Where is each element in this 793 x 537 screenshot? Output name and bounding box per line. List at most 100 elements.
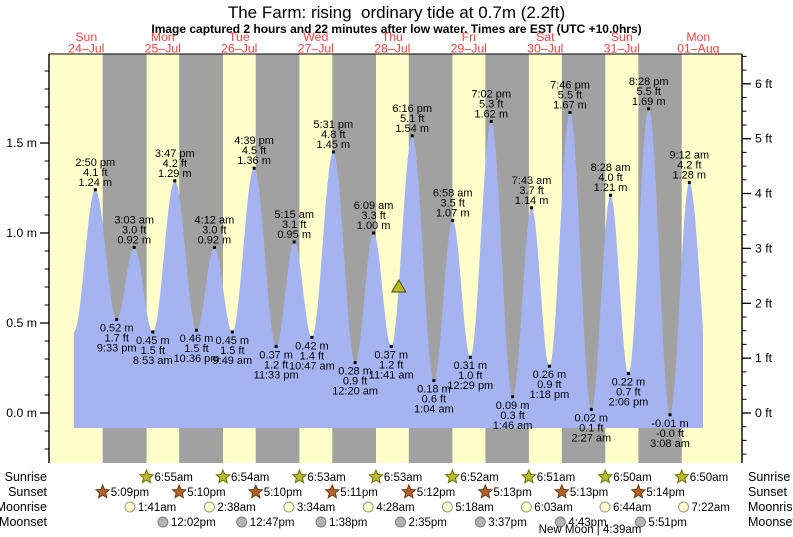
tide-event-label-line: 0.46 m bbox=[180, 333, 214, 345]
tide-event-label-line: 0.6 ft bbox=[422, 394, 446, 406]
tide-event-dot bbox=[547, 364, 551, 368]
tide-event-label-line: 3.5 ft bbox=[440, 197, 464, 209]
current-tide-marker bbox=[390, 279, 407, 293]
day-label-weekday: Fri bbox=[462, 30, 476, 44]
tide-event-label-line: 4.2 ft bbox=[163, 158, 187, 170]
tide-event-label-line: 5:15 am bbox=[274, 209, 314, 221]
moonset-time: 1:38pm bbox=[329, 517, 367, 529]
tide-event-dot bbox=[331, 150, 335, 154]
tide-event-label-line: 1.24 m bbox=[78, 177, 112, 189]
moonset-icon bbox=[315, 516, 327, 528]
sunrise-icon bbox=[673, 468, 690, 484]
tide-event-dot bbox=[432, 379, 436, 383]
sunset-icon bbox=[477, 483, 494, 499]
tide-event-label-line: 4.1 ft bbox=[83, 167, 107, 179]
tide-event-dot bbox=[489, 119, 493, 123]
tide-event-label-line: 9:49 am bbox=[212, 355, 252, 367]
right-axis-tick-label: 0 ft bbox=[755, 406, 773, 420]
tide-event-dot bbox=[252, 166, 256, 170]
tide-event-label-line: 0.22 m bbox=[612, 376, 646, 388]
tide-event-dot bbox=[274, 344, 278, 348]
moonrise-icon bbox=[441, 501, 453, 513]
tide-event-label: 0.52 m1.7 ft9:33 pm bbox=[97, 322, 137, 354]
moonset-time: 3:37pm bbox=[488, 517, 526, 529]
day-label-date: 27–Jul bbox=[298, 42, 334, 56]
moonset-time: 5:51pm bbox=[648, 517, 686, 529]
tide-event-label: 5:15 am3.1 ft0.95 m bbox=[274, 209, 314, 241]
tide-event-label-line: 3.1 ft bbox=[282, 219, 306, 231]
sunrise-icon bbox=[368, 468, 384, 484]
right-axis-tick-label: 6 ft bbox=[755, 77, 773, 91]
tide-event-label: 0.18 m0.6 ft1:04 am bbox=[414, 384, 454, 416]
tide-event-dot bbox=[310, 335, 314, 339]
tide-event-label-line: 6:09 am bbox=[354, 200, 394, 212]
tide-event-label-line: 0.42 m bbox=[295, 340, 329, 352]
tide-event-label-line: 1.5 ft bbox=[220, 345, 244, 357]
tide-event-label-line: 7:46 pm bbox=[550, 79, 590, 91]
sunrise-time: 6:53am bbox=[384, 472, 422, 484]
sunrise-icon bbox=[138, 468, 155, 484]
tide-event-label-line: 1.29 m bbox=[158, 168, 192, 180]
tide-event-label-line: 1.7 ft bbox=[104, 332, 128, 344]
day-label-weekday: Sat bbox=[536, 30, 555, 44]
day-label-weekday: Sun bbox=[611, 30, 633, 44]
sunrise-time: 6:50am bbox=[690, 472, 728, 484]
tide-event-dot bbox=[353, 361, 357, 365]
tide-event-label: 7:02 pm5.3 ft1.62 m bbox=[471, 88, 511, 120]
sunrise-icon bbox=[597, 468, 614, 484]
tide-event-dot bbox=[389, 344, 393, 348]
moonrise-time: 7:22am bbox=[692, 502, 730, 514]
tide-event-label: 8:28 pm5.5 ft1.69 m bbox=[629, 76, 669, 108]
tide-event-label-line: 1.62 m bbox=[474, 108, 508, 120]
tide-event-label-line: 0.37 m bbox=[374, 349, 408, 361]
sunrise-time: 6:50am bbox=[613, 472, 651, 484]
right-axis-tick-label: 3 ft bbox=[755, 241, 773, 255]
tide-event-label-line: 7:02 pm bbox=[471, 88, 511, 100]
moonset-time: 12:02pm bbox=[171, 517, 216, 529]
tide-event-label-line: 4.0 ft bbox=[598, 172, 622, 184]
day-label-date: 29–Jul bbox=[451, 42, 487, 56]
tide-event-label-line: 5.5 ft bbox=[558, 89, 582, 101]
row-label-sunrise-left: Sunrise bbox=[5, 470, 47, 484]
moonrise-icon bbox=[599, 501, 611, 513]
tide-event-label-line: 0.18 m bbox=[417, 384, 451, 396]
tide-event-label: 0.26 m0.9 ft1:18 pm bbox=[530, 369, 570, 401]
tide-event-label-line: 1.36 m bbox=[237, 155, 271, 167]
new-moon-note: New Moon | 4:39am bbox=[539, 524, 642, 536]
tide-event-dot bbox=[230, 330, 234, 334]
tide-event-label-line: 0.7 ft bbox=[616, 386, 640, 398]
moonrise-icon bbox=[283, 501, 295, 513]
tide-event-label-line: 0.37 m bbox=[259, 349, 293, 361]
tide-event-label-line: 6:58 am bbox=[433, 187, 473, 199]
day-label-date: 01–Aug bbox=[677, 42, 720, 56]
tide-event-dot bbox=[468, 355, 472, 359]
tide-event-label-line: 10:36 pm bbox=[174, 353, 220, 365]
tide-event-label-line: 0.92 m bbox=[117, 234, 151, 246]
tide-event-label-line: 2:06 pm bbox=[609, 396, 649, 408]
sunset-time: 5:13pm bbox=[493, 487, 531, 499]
tide-event-label: 9:12 am4.2 ft1.28 m bbox=[669, 150, 709, 182]
moonset-time: 4:43pm bbox=[568, 517, 606, 529]
day-label-weekday: Mon bbox=[686, 30, 710, 44]
tide-curve bbox=[73, 108, 704, 429]
sunrise-time: 6:53am bbox=[307, 472, 345, 484]
page-subtitle: Image captured 2 hours and 22 minutes af… bbox=[151, 22, 642, 36]
tide-event-dot bbox=[511, 395, 515, 399]
moonset-icon bbox=[395, 516, 406, 528]
tide-event-dot bbox=[530, 206, 534, 210]
tide-event-dot bbox=[372, 231, 376, 235]
tide-event-label-line: 0.95 m bbox=[277, 229, 311, 241]
tide-event-label-line: 5.5 ft bbox=[636, 86, 660, 98]
tide-event-label-line: 0.92 m bbox=[198, 234, 232, 246]
tide-event-label: 7:46 pm5.5 ft1.67 m bbox=[550, 79, 590, 111]
tide-event-label-line: 0.02 m bbox=[574, 412, 608, 424]
tide-event-label-line: 1.5 ft bbox=[141, 345, 165, 357]
tide-event-label-line: 2:27 am bbox=[571, 432, 611, 444]
sunset-icon bbox=[247, 483, 264, 499]
tide-event-label: 7:43 am3.7 ft1.14 m bbox=[512, 175, 552, 207]
tide-event-label-line: 1.2 ft bbox=[264, 359, 288, 371]
row-label-sunset-right: Sunset bbox=[748, 485, 787, 499]
tide-event-label: 6:09 am3.3 ft1.00 m bbox=[354, 200, 394, 232]
